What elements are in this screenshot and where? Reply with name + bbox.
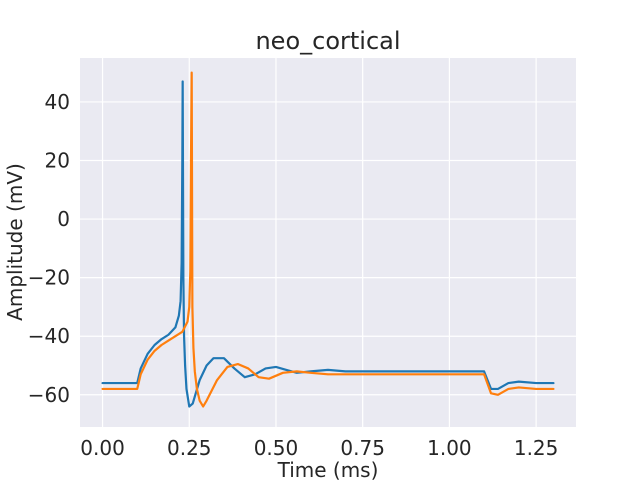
x-axis-label: Time (ms) (277, 458, 379, 480)
x-tick-label: 0.50 (254, 436, 299, 460)
y-tick-labels: −60 −40 −20 0 20 40 (28, 90, 70, 407)
y-tick-label: −60 (28, 383, 70, 407)
x-tick-labels: 0.00 0.25 0.50 0.75 1.00 1.25 (80, 436, 558, 460)
grid-x (101, 58, 537, 427)
series-group (101, 71, 555, 408)
x-tick-label: 0.75 (340, 436, 385, 460)
plot-background (80, 58, 576, 427)
y-axis-label: Amplitude (mV) (3, 163, 27, 321)
x-tick-label: 0.00 (80, 436, 125, 460)
series-line-1 (101, 80, 555, 408)
x-tick-label: 0.25 (167, 436, 212, 460)
y-tick-label: −40 (28, 324, 70, 348)
x-tick-label: 1.00 (427, 436, 472, 460)
y-tick-label: 0 (57, 207, 70, 231)
grid-y (80, 101, 576, 396)
y-tick-label: 20 (45, 149, 70, 173)
y-tick-label: 40 (45, 90, 70, 114)
series-line-2 (101, 71, 555, 408)
y-tick-label: −20 (28, 266, 70, 290)
chart-title: neo_cortical (255, 27, 400, 55)
x-tick-label: 1.25 (514, 436, 559, 460)
